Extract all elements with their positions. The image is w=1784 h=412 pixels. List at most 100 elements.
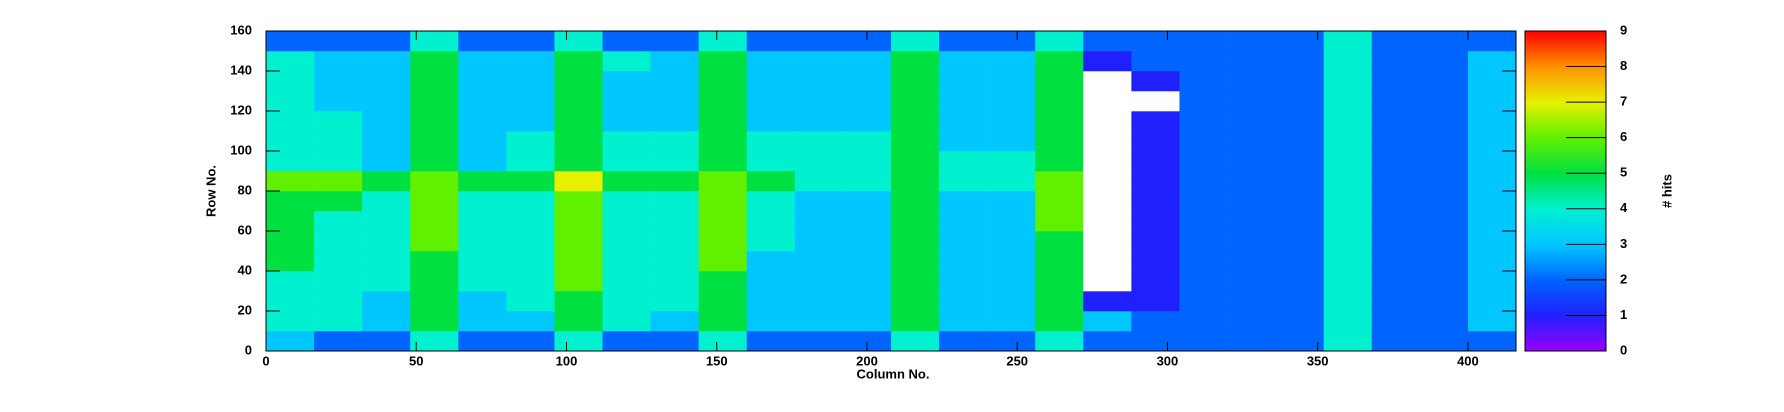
heatmap-cell xyxy=(1467,31,1517,52)
heatmap-cell xyxy=(1035,91,1084,112)
heatmap-cell xyxy=(1083,131,1132,152)
heatmap-cell xyxy=(410,71,459,92)
heatmap-cell xyxy=(746,111,796,132)
heatmap-cell xyxy=(650,151,699,172)
heatmap-cell xyxy=(698,51,748,72)
heatmap-cell xyxy=(650,271,699,292)
heatmap-cell xyxy=(1419,331,1469,352)
heatmap-cell xyxy=(1179,51,1228,72)
heatmap-cell xyxy=(314,271,363,292)
heatmap-cell xyxy=(458,111,507,132)
z-tick-label: 0 xyxy=(1620,342,1627,357)
heatmap-cell xyxy=(794,111,844,132)
heatmap-cell xyxy=(650,91,699,112)
heatmap-cell xyxy=(314,31,363,52)
heatmap-cell xyxy=(842,271,892,292)
y-tick-label: 60 xyxy=(238,222,252,237)
heatmap-cell xyxy=(1035,251,1084,272)
heatmap-cell xyxy=(698,311,748,332)
heatmap-cell xyxy=(698,291,748,312)
heatmap-cell xyxy=(410,311,459,332)
heatmap-cell xyxy=(1083,111,1132,132)
heatmap-cell xyxy=(314,231,363,252)
heatmap-cell xyxy=(554,151,603,172)
heatmap-cell xyxy=(410,191,459,212)
heatmap-cell xyxy=(650,191,699,212)
heatmap-cell xyxy=(314,251,363,272)
heatmap-cell xyxy=(939,231,988,252)
heatmap-cell xyxy=(939,111,988,132)
heatmap-cell xyxy=(314,151,363,172)
heatmap-cell xyxy=(266,211,315,232)
heatmap-cell xyxy=(1227,131,1276,152)
heatmap-cell xyxy=(266,191,315,212)
heatmap-cell xyxy=(794,51,844,72)
heatmap-cell xyxy=(1035,71,1084,92)
heatmap-cell xyxy=(458,171,507,192)
heatmap-cell xyxy=(602,151,651,172)
heatmap-cell xyxy=(554,171,603,192)
heatmap-cell xyxy=(362,151,411,172)
heatmap-cell xyxy=(1275,91,1324,112)
z-tick-label: 7 xyxy=(1620,94,1627,109)
heatmap-cell xyxy=(1419,91,1469,112)
heatmap-cell xyxy=(939,171,988,192)
heatmap-cell xyxy=(698,211,748,232)
heatmap-cell xyxy=(602,31,651,52)
heatmap-cell xyxy=(1179,331,1228,352)
heatmap-cell xyxy=(794,31,844,52)
y-tick-label: 100 xyxy=(230,142,252,157)
heatmap-cell xyxy=(842,111,892,132)
heatmap-cell xyxy=(698,271,748,292)
heatmap-cell xyxy=(458,211,507,232)
heatmap-cell xyxy=(987,111,1036,132)
heatmap-cell xyxy=(602,271,651,292)
heatmap-cell xyxy=(794,231,844,252)
heatmap-cell xyxy=(554,111,603,132)
x-tick-label: 250 xyxy=(1006,353,1028,368)
heatmap-cell xyxy=(1131,231,1180,252)
heatmap-cell xyxy=(314,291,363,312)
heatmap-cell xyxy=(650,291,699,312)
heatmap-cell xyxy=(650,31,699,52)
heatmap-cell xyxy=(939,291,988,312)
heatmap-cell xyxy=(362,331,411,352)
heatmap-cell xyxy=(698,231,748,252)
heatmap-cell xyxy=(794,191,844,212)
heatmap-cell xyxy=(1035,111,1084,132)
heatmap-cell xyxy=(314,311,363,332)
heatmap-cell xyxy=(314,71,363,92)
heatmap-cell xyxy=(1227,211,1276,232)
heatmap-cell xyxy=(939,191,988,212)
y-tick-label: 120 xyxy=(230,102,252,117)
heatmap-cell xyxy=(1035,131,1084,152)
heatmap-cell xyxy=(1131,311,1180,332)
heatmap-cell xyxy=(266,251,315,272)
heatmap-cell xyxy=(314,211,363,232)
heatmap-cell xyxy=(698,151,748,172)
heatmap-cell xyxy=(1035,211,1084,232)
heatmap-cell xyxy=(1179,271,1228,292)
heatmap-cell xyxy=(458,71,507,92)
heatmap-cell xyxy=(891,311,940,332)
x-tick-label: 150 xyxy=(706,353,728,368)
heatmap-cell xyxy=(266,131,315,152)
z-tick-label: 6 xyxy=(1620,129,1627,144)
heatmap-cell xyxy=(698,131,748,152)
heatmap-cell xyxy=(1323,211,1373,232)
heatmap-cell xyxy=(698,251,748,272)
heatmap-cell xyxy=(746,271,796,292)
heatmap-cell xyxy=(1227,291,1276,312)
heatmap-cell xyxy=(1227,331,1276,352)
heatmap-cell xyxy=(939,91,988,112)
heatmap-cell xyxy=(1371,111,1421,132)
heatmap-cell xyxy=(506,31,555,52)
heatmap-cell xyxy=(458,271,507,292)
heatmap-cell xyxy=(842,31,892,52)
heatmap-cell xyxy=(1083,51,1132,72)
heatmap-cell xyxy=(506,91,555,112)
heatmap-cell xyxy=(458,131,507,152)
heatmap-cell xyxy=(842,331,892,352)
heatmap-cell xyxy=(746,51,796,72)
heatmap-cell xyxy=(794,211,844,232)
